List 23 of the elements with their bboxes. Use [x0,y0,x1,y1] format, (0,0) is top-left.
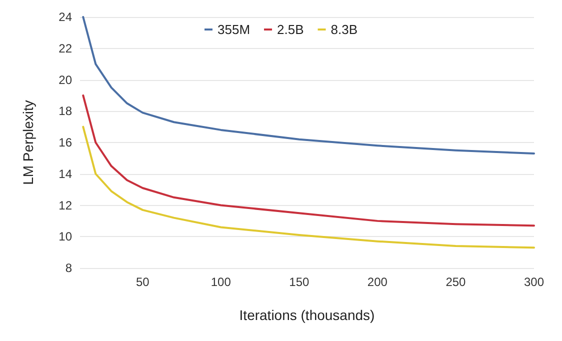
y-tick-label: 24 [58,10,72,24]
y-tick-label: 8 [65,261,72,275]
legend-label: 355M [218,22,250,37]
x-tick-label: 150 [289,275,310,289]
legend-label: 2.5B [277,22,304,37]
line-series [82,94,535,227]
x-tick-label: 300 [524,275,544,289]
y-tick-label: 10 [58,230,72,244]
y-tick-label: 16 [58,136,72,150]
y-tick-label: 20 [58,72,72,87]
y-axis-title: LM Perplexity [20,100,36,185]
line-series [82,16,535,154]
y-tick-label: 22 [58,41,72,56]
x-tick-label: 250 [446,275,466,289]
line-series [82,126,535,249]
legend-label: 8.3B [330,22,358,37]
y-tick-label: 14 [58,166,72,181]
x-tick-label: 200 [367,275,388,289]
x-tick-label: 100 [210,275,232,289]
x-tick-label: 50 [136,275,150,289]
y-tick-label: 12 [58,198,72,212]
y-tick-label: 18 [58,104,72,118]
x-axis-title: Iterations (thousands) [239,307,375,323]
